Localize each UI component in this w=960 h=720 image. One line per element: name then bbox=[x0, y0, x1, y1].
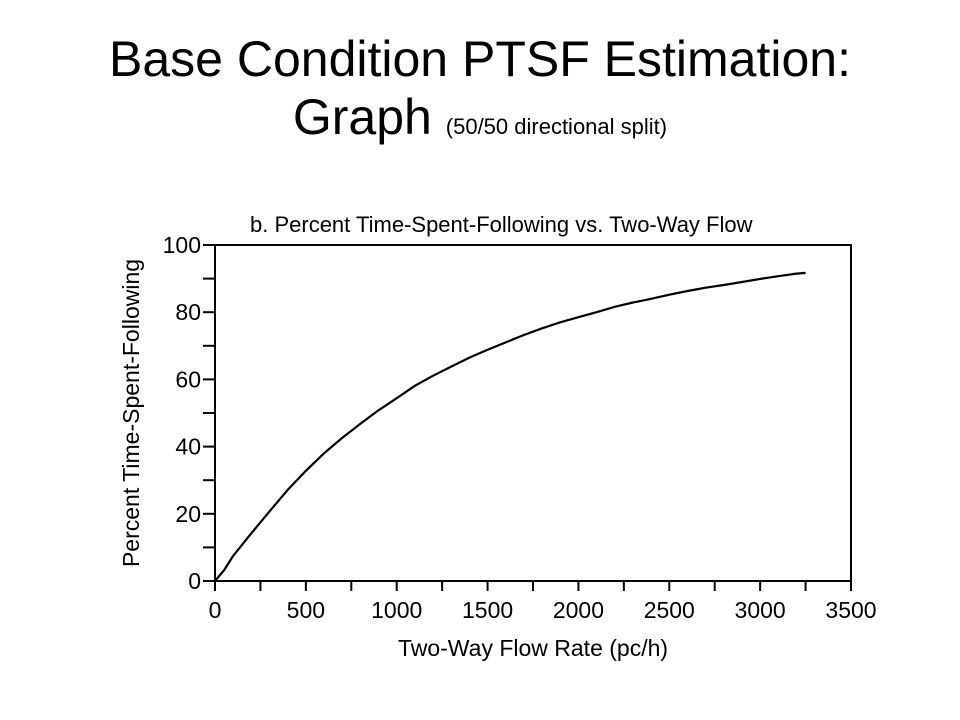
x-tick-label: 3500 bbox=[825, 597, 876, 623]
y-axis: 0 20 40 60 80 100 bbox=[163, 232, 215, 594]
y-tick-label: 100 bbox=[163, 232, 201, 258]
x-tick-label: 1000 bbox=[371, 597, 422, 623]
x-tick-label: 3000 bbox=[735, 597, 786, 623]
ptsf-curve bbox=[214, 271, 806, 582]
plot-frame bbox=[214, 244, 852, 582]
x-tick-label: 2500 bbox=[644, 597, 695, 623]
slide-title-line1: Base Condition PTSF Estimation: bbox=[109, 31, 851, 87]
y-tick-label: 20 bbox=[175, 501, 201, 527]
x-tick-label: 1500 bbox=[462, 597, 513, 623]
slide-title: Base Condition PTSF Estimation: Graph (5… bbox=[0, 30, 960, 146]
slide-title-line2: Graph (50/50 directional split) bbox=[0, 88, 960, 146]
chart-title: b. Percent Time-Spent-Following vs. Two-… bbox=[250, 212, 753, 237]
slide-title-note: (50/50 directional split) bbox=[445, 114, 668, 139]
y-tick-label: 60 bbox=[175, 366, 201, 392]
y-tick-label: 80 bbox=[175, 299, 201, 325]
y-axis-label: Percent Time-Spent-Following bbox=[118, 259, 144, 567]
x-tick-label: 2000 bbox=[553, 597, 604, 623]
y-tick-label: 0 bbox=[188, 568, 201, 594]
x-tick-label: 500 bbox=[287, 597, 325, 623]
x-tick-label: 0 bbox=[209, 597, 222, 623]
x-axis-label: Two-Way Flow Rate (pc/h) bbox=[398, 635, 668, 661]
y-tick-label: 40 bbox=[175, 434, 201, 460]
slide-title-graph: Graph bbox=[292, 89, 432, 145]
x-axis: 0 500 1000 1500 2000 2500 3000 3500 bbox=[209, 581, 877, 623]
